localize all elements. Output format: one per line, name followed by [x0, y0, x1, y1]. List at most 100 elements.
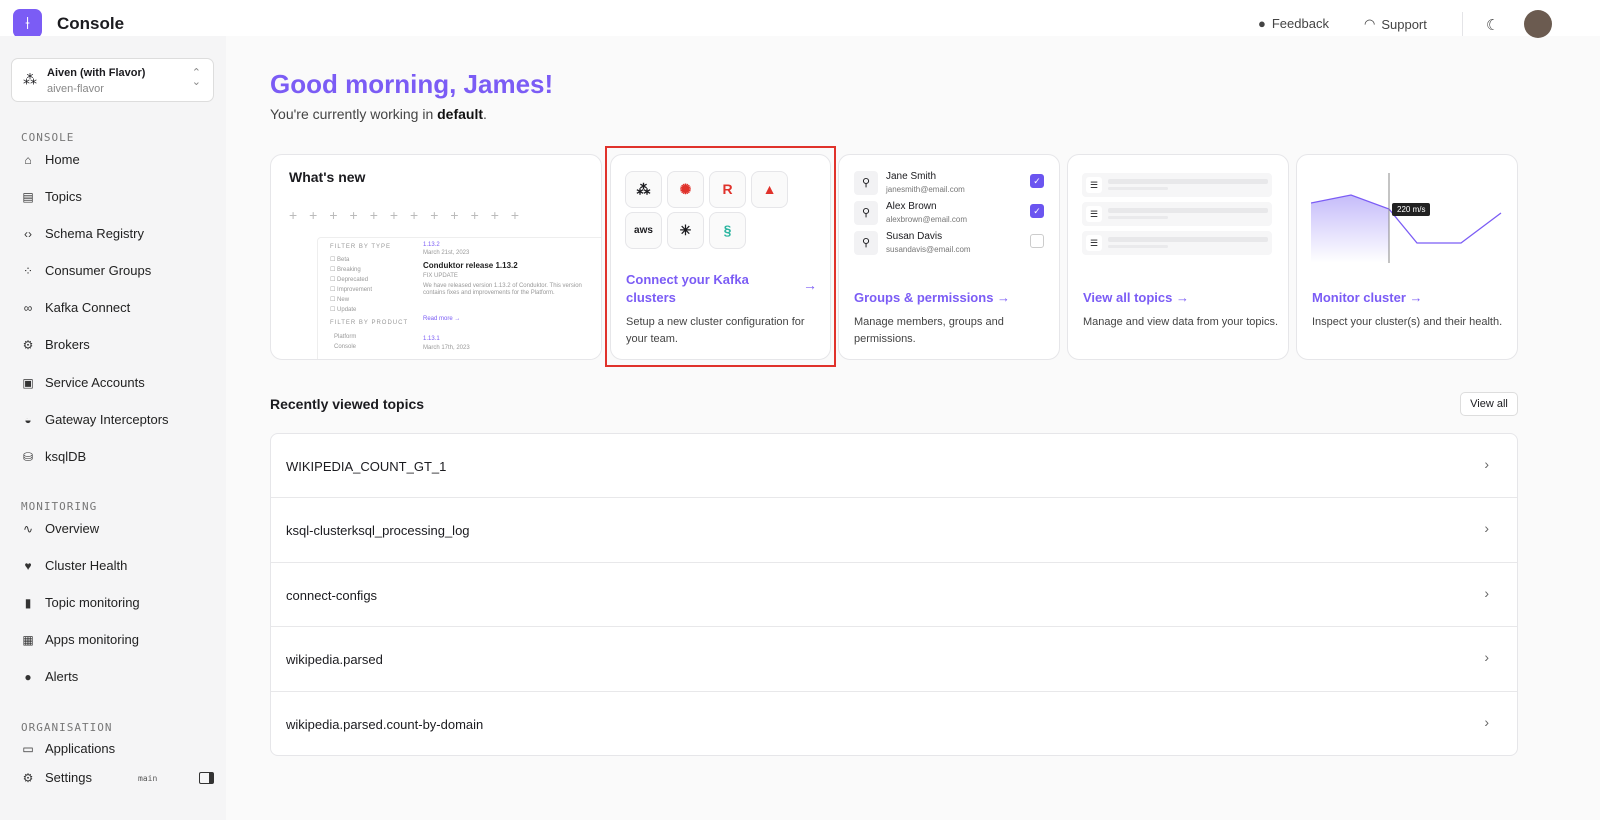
- account-icon: ▣: [22, 375, 34, 390]
- headset-icon: ◠: [1364, 16, 1376, 31]
- sidebar-item-home[interactable]: ⌂ Home: [21, 152, 79, 167]
- user-row: ⚲ Jane Smith janesmith@email.com ✓: [854, 171, 1044, 199]
- sidebar-item-kafka-connect[interactable]: ∞ Kafka Connect: [21, 300, 131, 315]
- checkbox[interactable]: [1030, 234, 1044, 248]
- filter-type-item: ☐ Deprecated: [330, 277, 369, 283]
- sidebar-item-topics[interactable]: ▤ Topics: [22, 189, 82, 204]
- crab-logo-icon: ✺: [667, 171, 704, 208]
- alert-icon: ●: [24, 669, 32, 684]
- chevron-right-icon: ›: [1484, 713, 1489, 730]
- home-icon: ⌂: [24, 152, 32, 167]
- sidebar-item-cluster-health[interactable]: ♥ Cluster Health: [21, 558, 127, 573]
- monitor-cluster-card[interactable]: 220 m/s Monitor cluster → Inspect your c…: [1296, 154, 1518, 360]
- topic-placeholder: ☰: [1082, 202, 1272, 226]
- arrow-right-icon: →: [803, 277, 817, 293]
- top-bar: ⟊ Console ● Feedback ◠ Support ☾: [0, 0, 1600, 38]
- connect-clusters-link[interactable]: Connect your Kafka clusters: [626, 272, 749, 305]
- filter-type-item: ☐ New: [330, 297, 350, 303]
- gateway-icon: ◒: [24, 412, 32, 427]
- theme-toggle-moon-icon[interactable]: ☾: [1486, 17, 1500, 34]
- aws-logo-icon: aws: [625, 212, 662, 249]
- section-monitoring: MONITORING: [21, 500, 98, 513]
- checkbox[interactable]: ✓: [1030, 174, 1044, 188]
- release-preview: FILTER BY TYPE ☐ Beta ☐ Breaking ☐ Depreca…: [317, 237, 601, 359]
- sidebar-item-settings[interactable]: ⚙ Settings: [22, 770, 92, 785]
- aiven-logo-icon: §: [709, 212, 746, 249]
- view-topics-card[interactable]: ☰ ☰ ☰ View all topics → Manage and view …: [1067, 154, 1289, 360]
- greeting-subtitle: You're currently working in default.: [270, 106, 487, 122]
- database-icon: ⛁: [22, 449, 34, 464]
- view-topics-link[interactable]: View all topics →: [1083, 290, 1189, 305]
- topic-row[interactable]: connect-configs ›: [271, 563, 1517, 628]
- filter-type-item: ☐ Breaking: [330, 267, 361, 273]
- groups-permissions-card[interactable]: ⚲ Jane Smith janesmith@email.com ✓ ⚲ Alex Bro…: [838, 154, 1060, 360]
- redhat-logo-icon: ▲: [751, 171, 788, 208]
- user-avatar[interactable]: [1524, 10, 1552, 38]
- list-icon: ☰: [1086, 177, 1102, 193]
- section-console: CONSOLE: [21, 131, 75, 144]
- branch-badge: main: [138, 774, 158, 783]
- confluent-logo-icon: ✳: [667, 212, 704, 249]
- kafka-icon: ⁂: [23, 71, 37, 87]
- applications-icon: ▭: [22, 741, 34, 756]
- app-title: Console: [57, 14, 125, 33]
- chevron-right-icon: ›: [1484, 456, 1489, 472]
- pulse-icon: ∿: [22, 521, 34, 536]
- plus-pattern: ++++++++++++: [289, 207, 532, 223]
- user-icon: ⚲: [854, 231, 878, 255]
- sidebar: ⁂ Aiven (with Flavor) aiven-flavor ⌃ ⌄ CO…: [0, 36, 226, 820]
- workspace-selector[interactable]: ⁂ Aiven (with Flavor) aiven-flavor ⌃ ⌄: [11, 58, 214, 102]
- sidebar-item-gateway-interceptors[interactable]: ◒ Gateway Interceptors: [21, 412, 168, 427]
- chat-icon: ●: [1258, 16, 1266, 31]
- sparkline-chart: [1311, 173, 1502, 263]
- sidebar-item-applications[interactable]: ▭ Applications: [22, 741, 116, 756]
- bar-chart-icon: ▮: [24, 595, 32, 610]
- code-icon: ‹›: [24, 226, 32, 241]
- chevron-right-icon: ›: [1484, 520, 1489, 537]
- user-row: ⚲ Susan Davis susandavis@email.com: [854, 231, 1044, 259]
- whats-new-card[interactable]: What's new ++++++++++++ FILTER BY TYPE ☐…: [270, 154, 602, 360]
- topic-row[interactable]: wikipedia.parsed.count-by-domain ›: [286, 713, 1489, 732]
- topic-placeholder: ☰: [1082, 173, 1272, 197]
- sidebar-item-apps-monitoring[interactable]: ▦ Apps monitoring: [22, 632, 139, 647]
- recent-topics-list: WIKIPEDIA_COUNT_GT_1 › ksql-clusterksql_pr…: [270, 433, 1518, 756]
- checkbox[interactable]: ✓: [1030, 204, 1044, 218]
- groups-icon: ⁘: [22, 263, 34, 278]
- sidebar-item-schema-registry[interactable]: ‹› Schema Registry: [21, 226, 144, 241]
- chevron-right-icon: ›: [1484, 584, 1489, 601]
- topic-row[interactable]: wikipedia.parsed ›: [271, 627, 1517, 692]
- sidebar-item-service-accounts[interactable]: ▣ Service Accounts: [22, 375, 145, 390]
- connect-clusters-card[interactable]: ⁂ ✺ R ▲ aws ✳ § Connect your Kafka clust…: [610, 154, 831, 360]
- chevron-updown-icon: ⌃ ⌄: [191, 67, 201, 88]
- monitor-cluster-link[interactable]: Monitor cluster →: [1312, 290, 1423, 305]
- apps-icon: ▦: [22, 632, 34, 647]
- feedback-button[interactable]: ● Feedback: [1258, 16, 1329, 31]
- redpanda-logo-icon: R: [709, 171, 746, 208]
- kafka-logo-icon: ⁂: [625, 171, 662, 208]
- whats-new-title: What's new: [289, 169, 366, 185]
- sidebar-item-overview[interactable]: ∿ Overview: [22, 521, 100, 536]
- gear-icon: ⚙: [22, 770, 34, 785]
- list-icon: ☰: [1086, 235, 1102, 251]
- highlight-box: [605, 146, 836, 367]
- sidebar-item-topic-monitoring[interactable]: ▮ Topic monitoring: [21, 595, 140, 610]
- sidebar-item-ksqldb[interactable]: ⛁ ksqlDB: [22, 449, 87, 464]
- user-row: ⚲ Alex Brown alexbrown@email.com ✓: [854, 201, 1044, 229]
- sidebar-item-brokers[interactable]: ⚙ Brokers: [22, 337, 90, 352]
- greeting-title: Good morning, James!: [270, 69, 554, 99]
- filter-type-item: ☐ Improvement: [330, 287, 373, 293]
- section-organisation: ORGANISATION: [21, 721, 113, 734]
- collapse-sidebar-icon[interactable]: [199, 772, 214, 784]
- filter-type-item: ☐ Update: [330, 307, 357, 313]
- chevron-right-icon: ›: [1484, 649, 1489, 666]
- heart-icon: ♥: [24, 558, 32, 573]
- support-button[interactable]: ◠ Support: [1364, 16, 1427, 32]
- topic-row[interactable]: WIKIPEDIA_COUNT_GT_1 ›: [271, 434, 1517, 499]
- link-icon: ∞: [23, 300, 33, 315]
- view-all-button[interactable]: View all: [1460, 392, 1518, 416]
- sidebar-item-alerts[interactable]: ● Alerts: [21, 669, 78, 684]
- sidebar-item-consumer-groups[interactable]: ⁘ Consumer Groups: [22, 263, 152, 278]
- topic-row[interactable]: ksql-clusterksql_processing_log ›: [271, 498, 1517, 563]
- groups-permissions-link[interactable]: Groups & permissions →: [854, 290, 1011, 305]
- app-logo-icon[interactable]: ⟊: [13, 9, 42, 38]
